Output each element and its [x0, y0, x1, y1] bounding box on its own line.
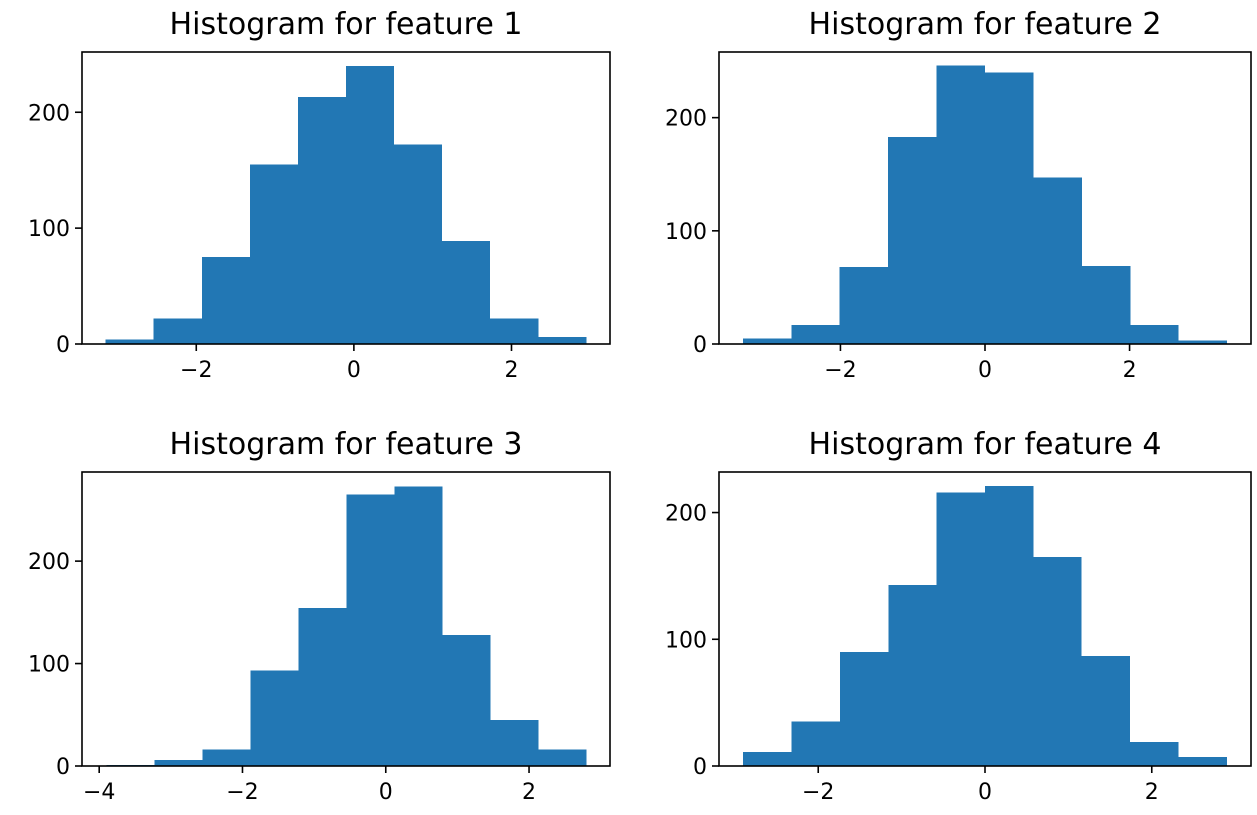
histogram-panel-4: Histogram for feature 4 −2 0 2 0 100 200 [665, 427, 1252, 805]
histogram-bar [394, 486, 443, 766]
histogram-bar [249, 164, 298, 344]
histogram-bar [791, 721, 840, 766]
chart-title: Histogram for feature 2 [809, 7, 1162, 42]
histogram-bar [936, 492, 985, 766]
histogram-bar [490, 318, 539, 344]
histogram-panel-1: Histogram for feature 1 −2 0 2 0 100 200 [28, 7, 611, 383]
histogram-bar [394, 144, 443, 344]
histogram-bar [743, 752, 792, 766]
histogram-bar [1130, 324, 1179, 344]
x-tick-label: −2 [180, 358, 212, 383]
y-tick-label: 100 [28, 653, 70, 678]
x-tick-label: 0 [379, 780, 393, 805]
histogram-bar [250, 670, 299, 766]
y-tick-label: 100 [665, 220, 707, 245]
histogram-bar [442, 634, 491, 766]
y-tick-label: 200 [28, 101, 70, 126]
x-tick-label: 2 [1145, 780, 1159, 805]
y-tick-label: 200 [28, 550, 70, 575]
histogram-bar [538, 749, 587, 766]
x-tick-label: −2 [226, 780, 258, 805]
histogram-bar [346, 65, 395, 345]
x-tick-label: 2 [522, 780, 536, 805]
y-tick-label: 100 [28, 217, 70, 242]
y-tick-label: 0 [693, 755, 707, 780]
histogram-bar [442, 240, 491, 344]
histogram-bar [490, 719, 539, 766]
y-tick-label: 200 [665, 502, 707, 527]
histogram-bar [1081, 655, 1131, 766]
histogram-bar [201, 257, 250, 344]
histogram-panel-3: Histogram for feature 3 −4 −2 0 2 0 100 200 [28, 427, 611, 805]
histogram-bar [1130, 741, 1179, 766]
histogram-bar [1033, 177, 1082, 344]
histogram-bar [154, 759, 203, 766]
histogram-bar [297, 97, 346, 344]
x-tick-label: −2 [824, 358, 856, 383]
histogram-bar [888, 584, 937, 766]
x-tick-label: −4 [83, 780, 115, 805]
histogram-bar [346, 494, 395, 766]
histogram-bar [1178, 340, 1228, 344]
histogram-bar [888, 136, 937, 344]
histogram-bar [1033, 556, 1082, 766]
histogram-bar [1178, 757, 1227, 766]
y-tick-label: 0 [56, 755, 70, 780]
y-tick-label: 100 [665, 628, 707, 653]
y-tick-label: 200 [665, 107, 707, 132]
histogram-bar [791, 324, 840, 344]
histogram-panel-2: Histogram for feature 2 −2 0 2 0 100 200 [665, 7, 1252, 383]
histogram-bar [153, 318, 202, 344]
x-tick-label: 2 [1123, 358, 1137, 383]
histogram-bar [202, 749, 251, 766]
histogram-bar [985, 72, 1034, 344]
histogram-bar [538, 337, 587, 344]
x-tick-label: 0 [347, 358, 361, 383]
chart-title: Histogram for feature 4 [809, 427, 1162, 462]
histogram-bar [105, 339, 154, 344]
histogram-bar [298, 608, 347, 766]
histogram-bar [839, 267, 889, 344]
chart-title: Histogram for feature 3 [170, 427, 523, 462]
histogram-bar [936, 65, 985, 345]
histogram-bar [839, 651, 889, 766]
x-tick-label: 0 [978, 780, 992, 805]
histogram-bar [742, 338, 792, 344]
axes-frame [81, 51, 611, 345]
x-tick-label: −2 [802, 780, 834, 805]
x-tick-label: 2 [504, 358, 518, 383]
y-tick-label: 0 [693, 333, 707, 358]
histogram-bar [1081, 265, 1131, 344]
histogram-bar [985, 485, 1034, 766]
y-tick-label: 0 [56, 333, 70, 358]
axes-frame [81, 471, 611, 767]
chart-title: Histogram for feature 1 [170, 7, 523, 42]
x-tick-label: 0 [978, 358, 992, 383]
